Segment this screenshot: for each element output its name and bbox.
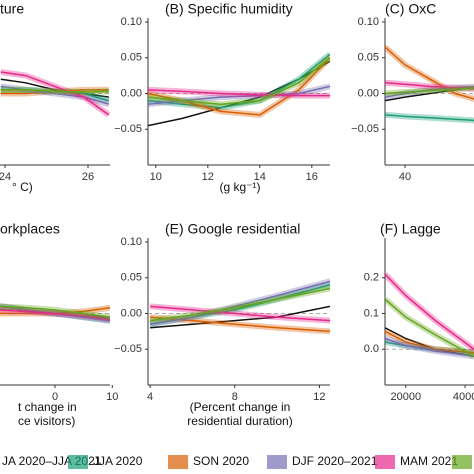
legend-swatch [267, 455, 287, 469]
plot-area [148, 278, 330, 335]
x-axis-label: t change in [18, 400, 77, 414]
y-tick-label: 0.10 [121, 236, 142, 248]
series-line [0, 89, 109, 93]
series-line [148, 89, 330, 97]
series-line [148, 85, 330, 105]
plot-area [385, 272, 474, 360]
series-line [385, 87, 474, 95]
x-axis-label: residential duration) [187, 414, 292, 428]
x-axis-label: (g kg⁻¹) [219, 180, 260, 194]
x-tick-label: 12 [202, 171, 214, 183]
y-tick-label: 0.0 [364, 343, 379, 355]
x-tick-label: 20000 [390, 391, 421, 403]
plot-area [0, 303, 110, 324]
plot-area [148, 51, 330, 127]
panel-title: orkplaces [0, 221, 60, 237]
series-line [385, 273, 474, 350]
y-tick-label: 0.00 [121, 87, 142, 99]
series-line [0, 309, 110, 320]
series-line [149, 287, 330, 322]
series-line [385, 337, 474, 358]
y-tick-label: 0.10 [121, 16, 142, 28]
y-tick-label: 0.10 [358, 16, 379, 28]
series-line [0, 85, 110, 105]
legend-label: DJF 2020–2021 [292, 454, 378, 468]
legend-label: SON 2020 [193, 454, 249, 468]
x-tick-label: 40 [399, 171, 411, 183]
x-axis-label: ° C) [12, 180, 33, 194]
series-line [0, 78, 109, 98]
x-axis-label: (Percent change in [190, 400, 291, 414]
panel-title: (F) Lagge [380, 221, 441, 237]
x-tick-label: 4000 [453, 391, 474, 403]
series-line [0, 71, 110, 116]
y-tick-label: 0.00 [121, 307, 142, 319]
panel-title: (B) Specific humidity [165, 1, 293, 17]
panel-title: ture [0, 1, 24, 17]
series-line [385, 298, 474, 358]
y-tick-label: 0.05 [121, 52, 142, 64]
series-line [385, 46, 474, 100]
x-tick-label: 16 [306, 171, 318, 183]
legend-label: JJA 2020 [93, 454, 143, 468]
series-line [149, 280, 330, 325]
series-line [385, 330, 474, 354]
x-tick-label: 24 [0, 171, 11, 183]
series-line [148, 53, 330, 109]
panel-title: (C) OxC [385, 1, 436, 17]
legend-swatch [375, 455, 395, 469]
series-line [150, 305, 330, 329]
plot-area [0, 69, 110, 118]
legend-label: MAM 2021 [400, 454, 458, 468]
plot-area [385, 44, 474, 124]
x-tick-label: 4 [147, 391, 153, 403]
series-line [148, 57, 330, 105]
x-tick-label: 14 [254, 171, 266, 183]
x-tick-label: 12 [313, 391, 325, 403]
y-tick-label: 0.00 [358, 87, 379, 99]
y-tick-label: −0.05 [351, 123, 379, 135]
legend-swatch [168, 455, 188, 469]
x-tick-label: 10 [150, 171, 162, 183]
x-tick-label: 26 [82, 171, 94, 183]
y-tick-label: −0.05 [114, 343, 142, 355]
panel-title: (E) Google residential [165, 221, 300, 237]
x-tick-label: 10 [106, 391, 118, 403]
series-line [385, 327, 474, 358]
series-line [0, 305, 110, 318]
y-tick-label: 0.2 [364, 272, 379, 284]
x-tick-label: 8 [232, 391, 238, 403]
y-tick-label: −0.05 [114, 123, 142, 135]
y-tick-label: 0.05 [358, 52, 379, 64]
y-tick-label: 0.05 [121, 272, 142, 284]
x-axis-label: ce visitors) [18, 414, 75, 428]
series-line [385, 114, 474, 122]
series-line [150, 305, 330, 322]
x-tick-label: 0 [52, 391, 58, 403]
y-tick-label: 0.1 [364, 307, 379, 319]
legend-swatch [452, 455, 472, 469]
legend-swatch [68, 455, 88, 469]
